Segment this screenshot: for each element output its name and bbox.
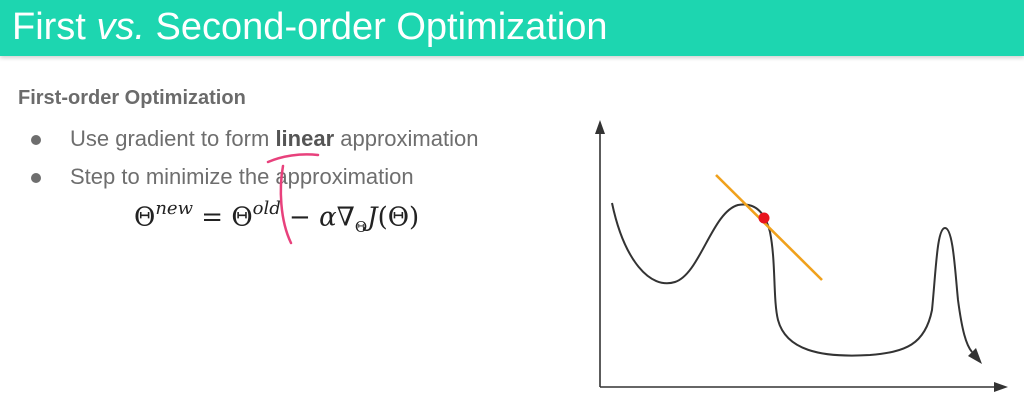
title-suffix: Second-order Optimization	[145, 6, 608, 48]
bullet-text-before: Use gradient to form	[70, 126, 276, 151]
bullet-text-after: approximation	[334, 126, 479, 151]
formula-minus: −	[280, 202, 320, 233]
formula-nabla: ∇	[336, 202, 355, 233]
bullet-text-bold: linear	[275, 126, 335, 151]
current-point	[758, 212, 770, 224]
formula-nabla-sub: Θ	[354, 217, 368, 236]
title-vs: vs.	[96, 6, 145, 48]
formula-eq: =	[192, 202, 232, 233]
bullet-text-before: Step to minimize the approximation	[70, 164, 414, 189]
pen-annotation-mark	[266, 153, 320, 245]
formula-theta: Θ	[231, 202, 253, 233]
bullet-dot-icon	[31, 135, 41, 145]
update-formula: Θnew = Θold − α∇ΘJ(Θ)	[134, 198, 420, 236]
x-axis-arrow-icon	[994, 382, 1008, 392]
title-prefix: First	[12, 6, 97, 48]
slide-title: First vs. Second-order Optimization	[12, 6, 608, 49]
formula-j: J	[367, 202, 378, 233]
y-axis-arrow-icon	[595, 120, 605, 134]
bullet-text: Step to minimize the approximation	[70, 164, 414, 190]
formula-alpha: α	[319, 202, 337, 233]
bullet-dot-icon	[31, 173, 41, 183]
bullet-text: Use gradient to form linear approximatio…	[70, 126, 478, 152]
formula-sup-old: old	[252, 198, 281, 219]
tangent-line	[715, 174, 823, 281]
formula-lhs: Θ	[134, 202, 156, 233]
formula-arg: (Θ)	[377, 202, 420, 233]
loss-curve	[611, 202, 973, 357]
curve-end-arrow-icon	[968, 348, 982, 364]
section-heading: First-order Optimization	[18, 87, 246, 109]
title-bar: First vs. Second-order Optimization	[0, 0, 1024, 56]
formula-sup-new: new	[155, 198, 193, 219]
